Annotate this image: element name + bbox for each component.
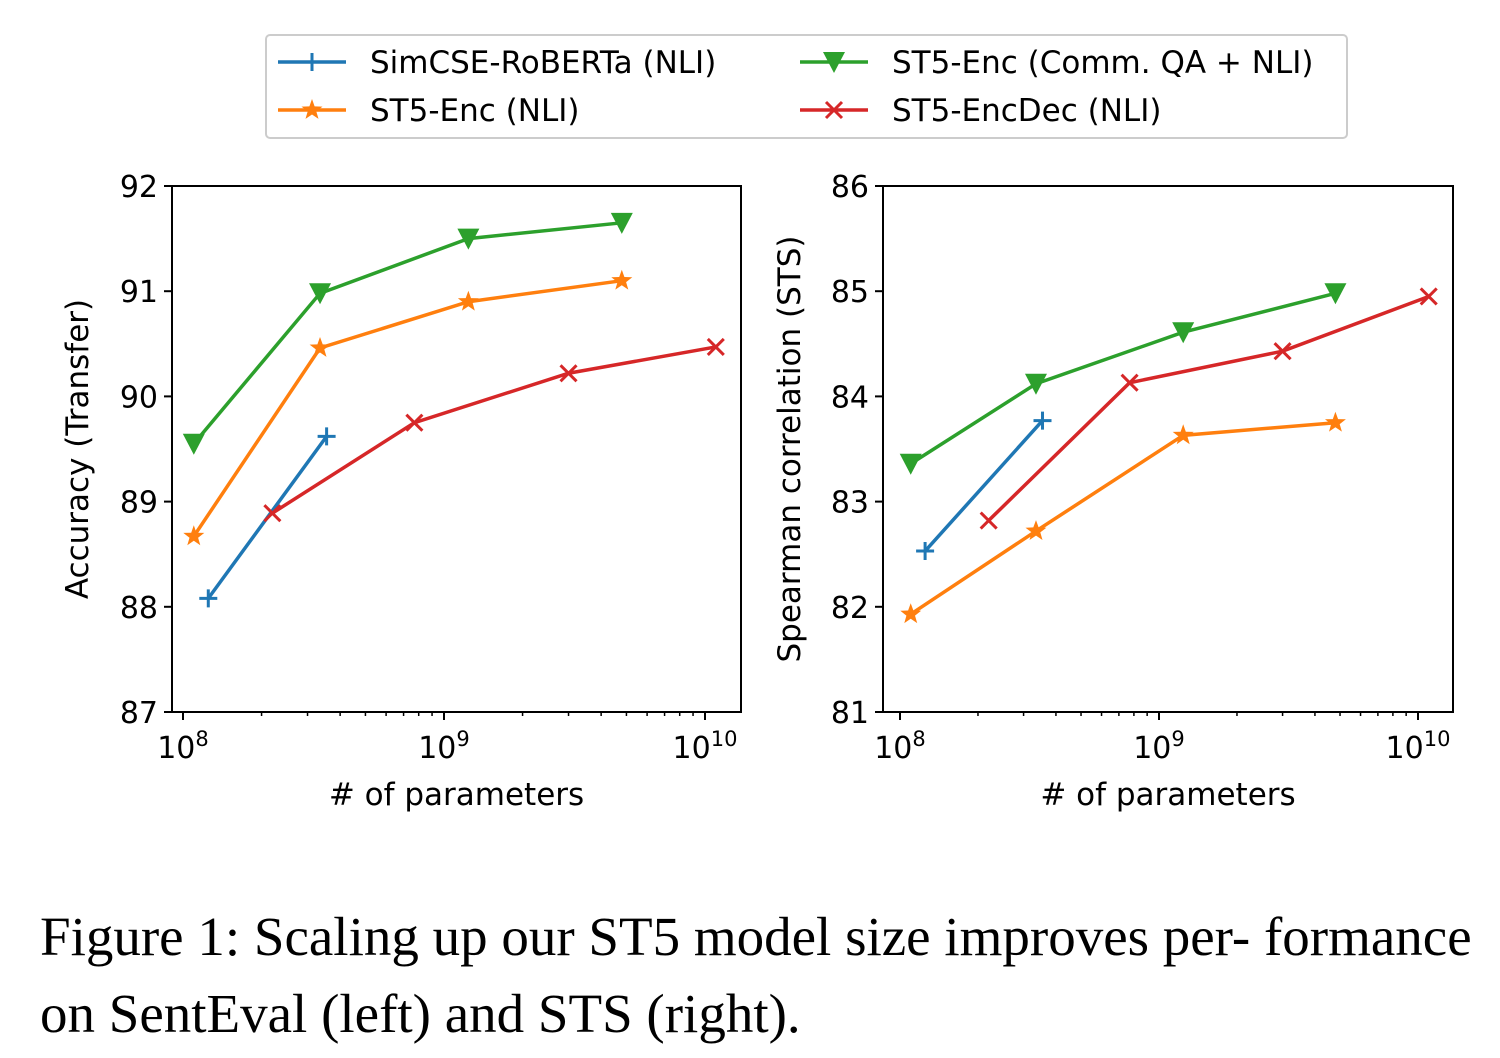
y-tick-label: 84: [831, 380, 869, 415]
left-chart: 87 88 89 90 91 92 108 109 1010 # of parameters Acc…: [60, 170, 742, 813]
data-point: [182, 433, 205, 455]
data-point: [611, 269, 633, 290]
data-point: [559, 364, 578, 383]
y-tick-label: 82: [831, 591, 869, 626]
x-axis-label: # of parameters: [329, 777, 584, 813]
y-tick-label: 90: [120, 380, 158, 415]
legend-marker-plus: [303, 53, 321, 71]
data-point: [979, 511, 998, 530]
y-tick-label: 89: [120, 486, 158, 521]
data-point: [1172, 322, 1195, 344]
legend-label: ST5-Enc (NLI): [370, 93, 579, 129]
x-tick-label: 109: [1133, 727, 1185, 766]
series-line: [923, 419, 1044, 553]
legend-label: ST5-Enc (Comm. QA + NLI): [892, 45, 1313, 81]
y-tick-label: 86: [831, 170, 869, 205]
legend-label: ST5-EncDec (NLI): [892, 93, 1161, 129]
data-point: [317, 427, 336, 446]
y-tick-label: 92: [120, 170, 158, 205]
data-point: [309, 337, 331, 357]
data-point: [1419, 287, 1438, 306]
data-point: [1324, 283, 1347, 305]
y-axis-label: Accuracy (Transfer): [60, 299, 96, 599]
data-point: [899, 453, 922, 475]
data-point: [457, 228, 480, 250]
data-point: [1024, 373, 1047, 395]
y-axis-label: Spearman correlation (STS): [772, 236, 808, 663]
figure: SimCSE-RoBERTa (NLI) ST5-Enc (NLI) ST5-Enc…: [60, 34, 1454, 813]
legend-marker-x: [824, 100, 844, 120]
legend-marker-triangle-down: [823, 52, 845, 73]
series-line: [909, 291, 1336, 466]
data-point: [1325, 411, 1346, 432]
data-point: [916, 542, 935, 561]
series-line: [987, 294, 1430, 522]
data-point: [405, 413, 424, 432]
data-point: [199, 589, 218, 608]
legend-box: [265, 34, 1348, 139]
series-line: [192, 221, 622, 445]
data-point: [457, 290, 479, 311]
legend: SimCSE-RoBERTa (NLI) ST5-Enc (NLI) ST5-Enc…: [265, 34, 1348, 139]
y-tick-label: 85: [831, 275, 869, 310]
data-point: [1120, 373, 1139, 392]
plot-frame: [882, 185, 1454, 713]
series-line: [909, 420, 1336, 616]
x-tick-label: 108: [157, 727, 209, 766]
y-tick-label: 87: [120, 696, 158, 731]
data-point: [1273, 342, 1292, 361]
data-point: [610, 212, 633, 234]
legend-marker-star: [301, 99, 323, 119]
data-point: [309, 283, 332, 305]
data-point: [1025, 520, 1047, 540]
figure-caption: Figure 1: Scaling up our ST5 model size …: [40, 906, 1472, 1044]
x-tick-label: 109: [418, 727, 470, 766]
data-point: [706, 337, 725, 357]
series-line: [192, 278, 623, 538]
right-chart: 81 82 83 84 85 86 108 109 1010 # of parameters Spe…: [772, 170, 1454, 813]
data-point: [183, 525, 205, 546]
data-point: [1172, 424, 1194, 445]
x-tick-label: 1010: [673, 727, 738, 766]
data-point: [263, 504, 282, 523]
legend-label: SimCSE-RoBERTa (NLI): [370, 45, 716, 81]
plot-frame: [171, 185, 742, 713]
y-tick-label: 81: [831, 696, 869, 731]
x-tick-label: 1010: [1386, 727, 1451, 766]
x-axis-label: # of parameters: [1040, 777, 1295, 813]
y-tick-label: 88: [120, 591, 158, 626]
x-tick-label: 108: [874, 727, 926, 766]
y-tick-label: 83: [831, 486, 869, 521]
y-tick-label: 91: [120, 275, 158, 310]
data-point: [1033, 411, 1052, 430]
data-point: [900, 603, 922, 624]
series-line: [271, 345, 717, 515]
